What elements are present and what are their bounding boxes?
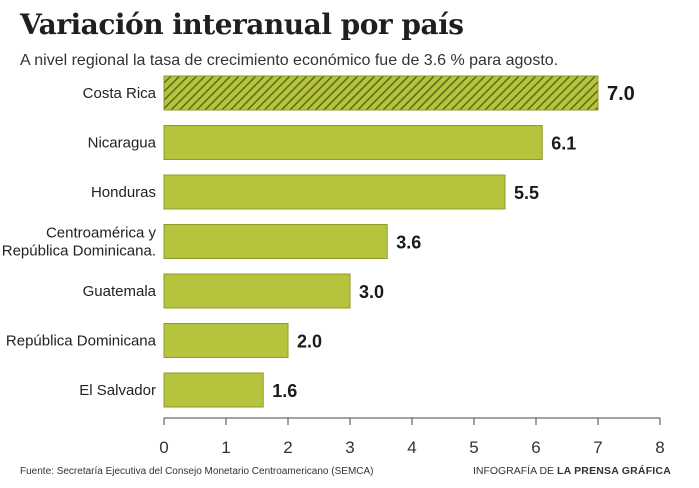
category-label-honduras: Honduras xyxy=(91,184,156,201)
bar-nicaragua xyxy=(163,125,543,160)
credit-line: INFOGRAFÍA DE LA PRENSA GRÁFICA xyxy=(473,465,671,477)
value-label-republica-dominicana: 2.0 xyxy=(297,332,322,352)
x-tick-label-4: 4 xyxy=(407,438,416,457)
value-label-guatemala: 3.0 xyxy=(359,282,384,302)
page-title: Variación interanual por país xyxy=(20,8,464,41)
credit-brand: LA PRENSA GRÁFICA xyxy=(556,465,671,477)
category-label-centroamerica-y-republica-dominicana: Centroamérica y República Dominicana. xyxy=(2,225,157,260)
category-label-republica-dominicana: República Dominicana xyxy=(6,333,157,350)
x-tick-label-1: 1 xyxy=(221,438,230,457)
x-tick-label-7: 7 xyxy=(593,438,602,457)
category-label-costa-rica: Costa Rica xyxy=(83,85,157,102)
x-tick-label-5: 5 xyxy=(469,438,478,457)
bar-costa-rica xyxy=(163,75,599,111)
credit-prefix: INFOGRAFÍA DE xyxy=(472,465,557,477)
bar-honduras xyxy=(163,174,506,210)
bar-republica-dominicana xyxy=(163,323,289,358)
source-note: Fuente: Secretaría Ejecutiva del Consejo… xyxy=(20,466,374,477)
category-label-guatemala: Guatemala xyxy=(83,283,157,300)
bar-guatemala xyxy=(163,273,351,309)
bar-centroamerica-y-republica-dominicana xyxy=(163,224,388,259)
value-label-el-salvador: 1.6 xyxy=(272,381,297,401)
x-tick-label-0: 0 xyxy=(159,438,168,457)
value-label-costa-rica: 7.0 xyxy=(607,83,635,105)
bar-el-salvador xyxy=(163,372,264,408)
page-subtitle: A nivel regional la tasa de crecimiento … xyxy=(20,52,559,69)
value-label-honduras: 5.5 xyxy=(514,183,539,203)
value-label-centroamerica-y-republica-dominicana: 3.6 xyxy=(396,233,421,253)
x-tick-label-3: 3 xyxy=(345,438,354,457)
value-label-nicaragua: 6.1 xyxy=(551,134,576,154)
x-tick-label-2: 2 xyxy=(283,438,292,457)
category-label-el-salvador: El Salvador xyxy=(79,382,156,399)
x-tick-label-6: 6 xyxy=(531,438,540,457)
category-label-nicaragua: Nicaragua xyxy=(88,135,157,152)
x-tick-label-8: 8 xyxy=(655,438,664,457)
